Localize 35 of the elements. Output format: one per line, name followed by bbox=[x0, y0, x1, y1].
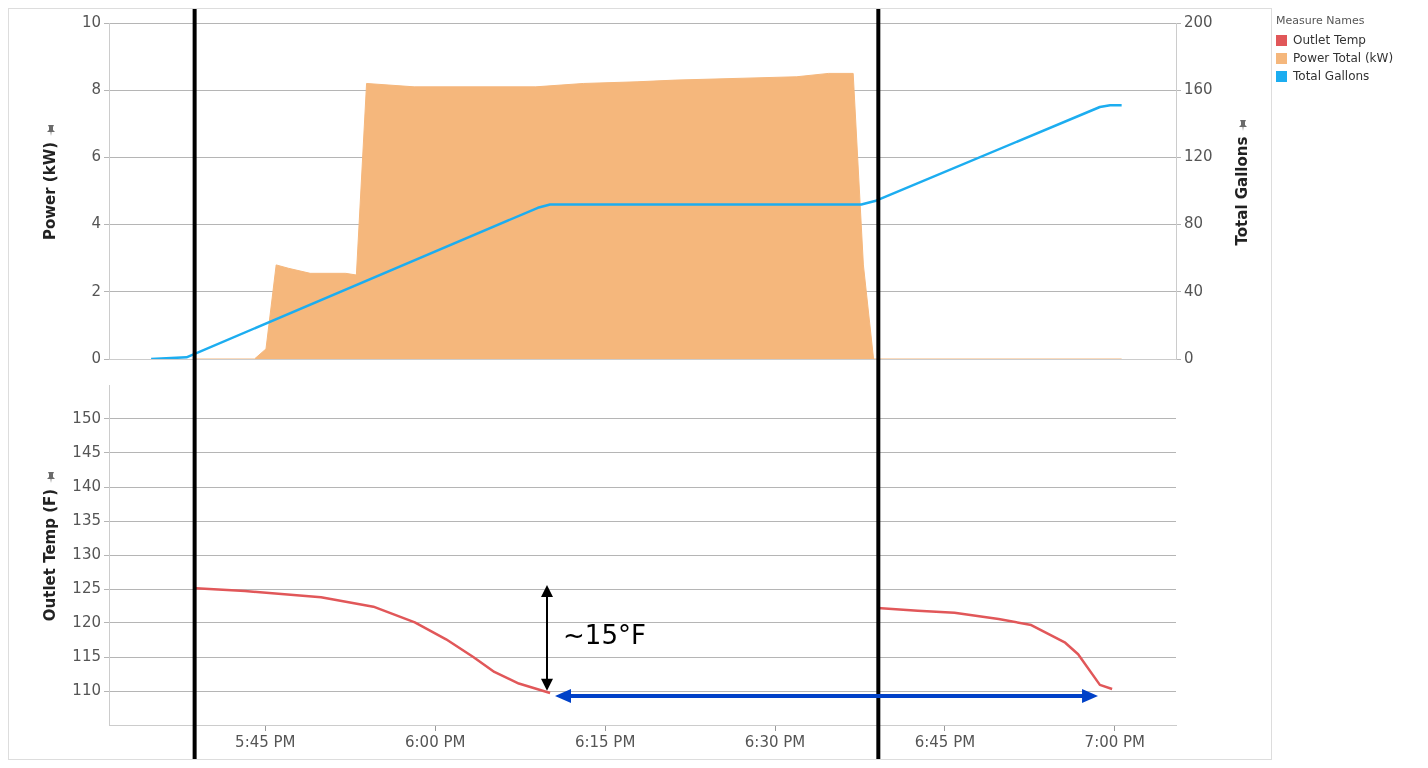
x-tick-label: 5:45 PM bbox=[235, 732, 296, 751]
y-tick-label: 0 bbox=[91, 348, 101, 367]
y2-axis-title: Total Gallons bbox=[1232, 136, 1251, 246]
y-tick-label: 10 bbox=[81, 12, 101, 31]
y2-tick-label: 160 bbox=[1184, 80, 1213, 99]
legend-label: Total Gallons bbox=[1293, 69, 1370, 83]
y-tick-label: 110 bbox=[72, 680, 101, 699]
y-tick-label: 140 bbox=[72, 476, 101, 495]
y-tick-label: 145 bbox=[72, 442, 101, 461]
y-axis-title: Power (kW) bbox=[40, 141, 59, 241]
y-tick-label: 120 bbox=[72, 612, 101, 631]
legend-title: Measure Names bbox=[1276, 14, 1366, 27]
x-tick-label: 6:00 PM bbox=[404, 732, 466, 751]
y-tick-label: 4 bbox=[91, 214, 101, 233]
y-tick-label: 2 bbox=[91, 281, 101, 300]
y-axis-title: Outlet Temp (F) bbox=[40, 488, 59, 622]
y2-tick-label: 0 bbox=[1184, 348, 1194, 367]
y-tick-label: 135 bbox=[72, 510, 101, 529]
x-tick-label: 6:15 PM bbox=[574, 732, 636, 751]
y-tick-label: 6 bbox=[91, 147, 101, 166]
y2-tick-label: 80 bbox=[1184, 214, 1204, 233]
x-tick-label: 7:00 PM bbox=[1084, 732, 1146, 751]
y-tick-label: 150 bbox=[72, 408, 101, 427]
annotation: ~15°F bbox=[563, 620, 646, 651]
y-tick-label: 115 bbox=[72, 646, 101, 665]
y-tick-label: 130 bbox=[72, 544, 101, 563]
legend-label: Outlet Temp bbox=[1293, 33, 1366, 47]
y-tick-label: 125 bbox=[72, 578, 101, 597]
x-tick-label: 6:45 PM bbox=[914, 732, 976, 751]
y2-tick-label: 200 bbox=[1184, 12, 1213, 31]
y-tick-label: 8 bbox=[91, 80, 101, 99]
y2-tick-label: 40 bbox=[1184, 281, 1204, 300]
x-tick-label: 6:30 PM bbox=[744, 732, 806, 751]
y2-tick-label: 120 bbox=[1184, 147, 1213, 166]
legend-label: Power Total (kW) bbox=[1293, 51, 1394, 65]
